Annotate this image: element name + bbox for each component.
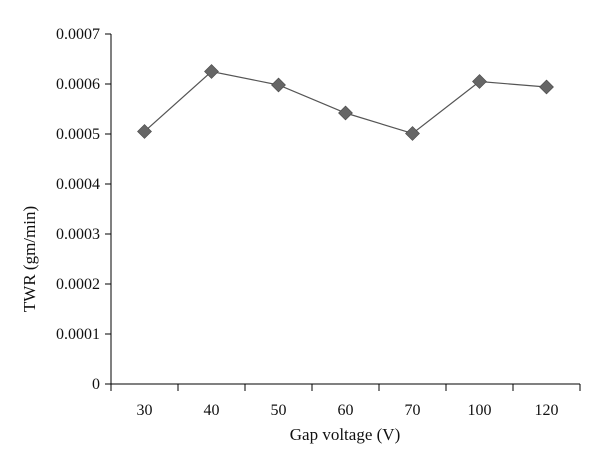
y-tick-label: 0.0004 (56, 176, 100, 193)
axes: 0 0.0001 0.0002 0.0003 0.0004 0.0005 0.0006 0.0… (56, 26, 581, 419)
x-tick-label: 40 (204, 402, 220, 419)
data-point-marker (338, 105, 353, 121)
plot-area (137, 64, 554, 141)
x-tick-label: 100 (468, 402, 492, 419)
x-tick-label: 120 (535, 402, 559, 419)
x-tick-label: 60 (338, 402, 354, 419)
data-point-marker (405, 126, 420, 141)
data-point-marker (472, 74, 487, 89)
data-point-marker (271, 77, 286, 93)
x-tick-label: 70 (405, 402, 421, 419)
x-tick-label: 50 (271, 402, 287, 419)
axis-labels: TWR (gm/min) Gap voltage (V) (20, 206, 400, 444)
x-tick-label: 30 (137, 402, 153, 419)
y-tick-label: 0 (92, 376, 100, 393)
data-point-marker (204, 64, 219, 79)
y-tick-label: 0.0003 (56, 226, 100, 243)
data-point-marker (137, 124, 152, 139)
y-tick-label: 0.0002 (56, 276, 100, 293)
y-tick-label: 0.0005 (56, 126, 100, 143)
y-tick-label: 0.0007 (56, 26, 100, 43)
x-axis-title: Gap voltage (V) (290, 425, 400, 444)
data-point-marker (539, 79, 554, 95)
y-tick-label: 0.0006 (56, 76, 100, 93)
y-tick-label: 0.0001 (56, 326, 100, 343)
y-axis-title: TWR (gm/min) (20, 206, 39, 312)
